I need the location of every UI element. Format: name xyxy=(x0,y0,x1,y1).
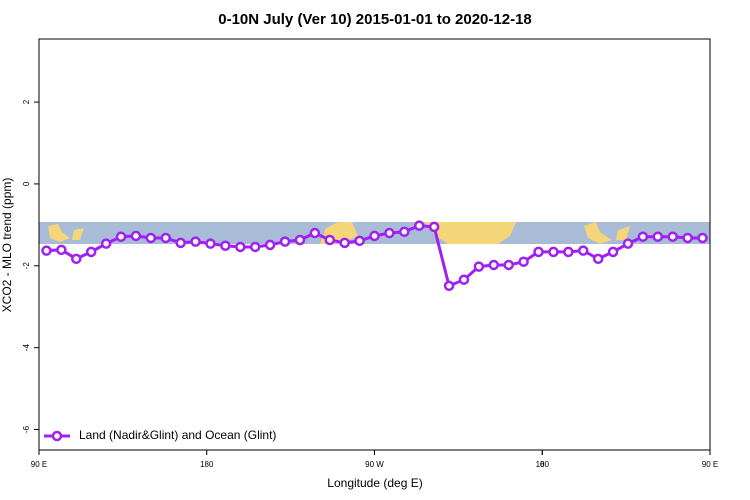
data-point xyxy=(428,221,440,233)
legend-marker xyxy=(51,430,63,442)
data-point xyxy=(324,234,336,246)
x-tick-label: 90 E xyxy=(31,460,47,469)
data-point xyxy=(339,237,350,249)
data-point xyxy=(503,259,514,271)
data-point xyxy=(563,246,574,258)
plot-frame xyxy=(38,38,711,451)
data-point xyxy=(130,230,142,242)
data-point xyxy=(637,231,649,242)
y-axis-label: XCO2 - MLO trend (ppm) xyxy=(0,178,14,313)
data-point xyxy=(667,231,678,242)
data-point xyxy=(220,240,231,251)
data-point xyxy=(578,245,589,256)
x-tick-label: 90 W xyxy=(365,460,384,469)
data-point xyxy=(399,226,410,238)
data-point xyxy=(458,274,470,285)
data-point xyxy=(533,246,544,258)
data-point xyxy=(100,238,112,249)
data-point xyxy=(235,241,246,253)
data-point xyxy=(548,246,559,258)
data-point xyxy=(682,232,693,244)
data-point xyxy=(413,220,425,231)
data-point xyxy=(488,259,500,271)
x-axis-label: Longitude (deg E) xyxy=(327,476,422,490)
data-point xyxy=(41,245,52,256)
data-point xyxy=(85,246,97,258)
y-tick-label: -4 xyxy=(22,344,31,352)
data-point xyxy=(71,253,82,265)
y-tick-label: -6 xyxy=(22,425,31,433)
legend-label: Land (Nadir&Glint) and Ocean (Glint) xyxy=(79,428,276,442)
data-point xyxy=(697,232,708,244)
data-point xyxy=(354,235,365,247)
x-tick-label: 90 E xyxy=(702,460,718,469)
data-point xyxy=(652,231,664,242)
x-tick-label: 0 xyxy=(540,460,545,469)
data-point xyxy=(115,231,127,242)
data-point xyxy=(190,236,201,247)
data-point xyxy=(294,234,306,246)
data-point xyxy=(607,246,619,258)
data-point xyxy=(369,230,380,242)
data-point xyxy=(160,232,171,244)
data-point xyxy=(592,253,604,265)
data-point xyxy=(56,244,67,256)
data-point xyxy=(279,236,291,247)
y-tick-label: -2 xyxy=(22,262,31,270)
data-point xyxy=(473,261,485,272)
data-point xyxy=(443,280,455,292)
x-tick-label: 180 xyxy=(200,460,214,469)
data-point xyxy=(264,239,276,251)
data-point xyxy=(145,232,157,244)
data-point xyxy=(175,237,186,249)
data-point xyxy=(309,227,321,239)
chart-title: 0-10N July (Ver 10) 2015-01-01 to 2020-1… xyxy=(218,11,532,28)
data-point xyxy=(249,241,261,253)
y-tick-label: 0 xyxy=(22,181,31,186)
data-point xyxy=(205,238,216,249)
data-point xyxy=(384,227,395,239)
x-tick-label: 180 xyxy=(536,460,550,469)
data-point xyxy=(622,238,634,249)
y-tick-label: 2 xyxy=(22,99,31,104)
data-point xyxy=(518,256,529,267)
